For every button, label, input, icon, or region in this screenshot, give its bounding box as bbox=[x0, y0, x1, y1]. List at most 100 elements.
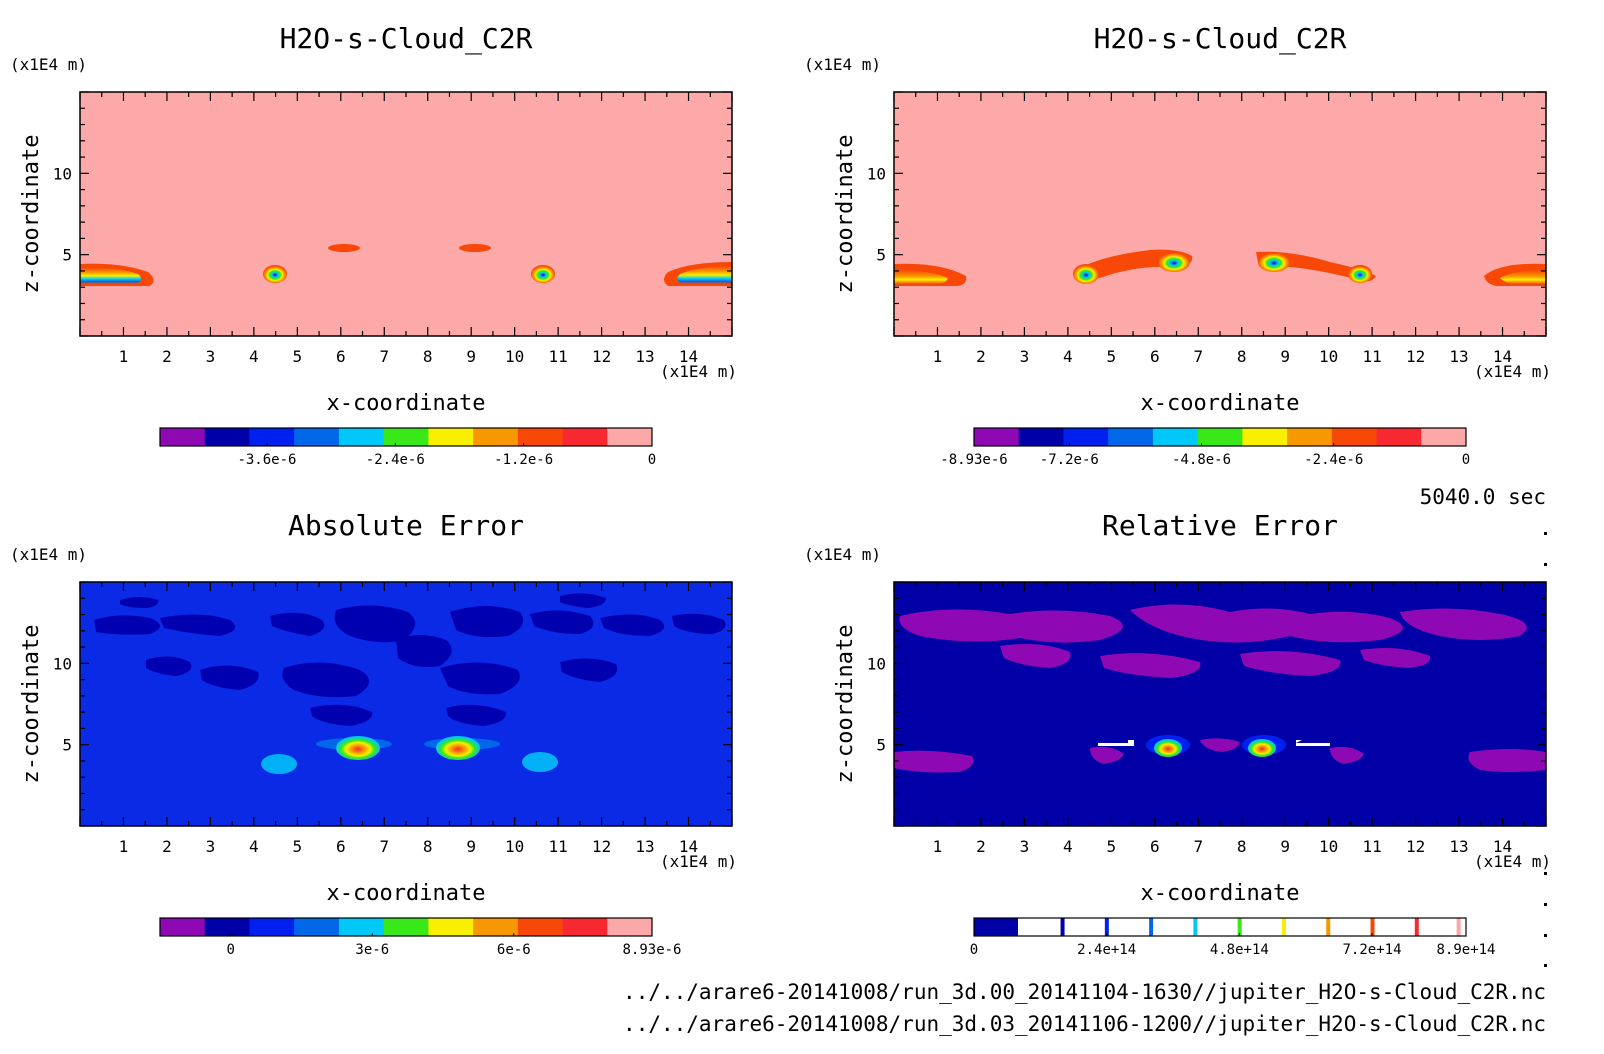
colorbar-frame bbox=[973, 427, 1467, 447]
x-tick-label: 5 bbox=[1107, 347, 1117, 366]
colorbar-tick-label: 0 bbox=[1462, 452, 1470, 468]
colorbar-tick-label: -8.93e-6 bbox=[940, 452, 1007, 468]
x-tick-label: 4 bbox=[1063, 837, 1073, 856]
colorbar-segment bbox=[473, 428, 519, 446]
colorbar: -8.93e-6 -7.2e-6 -4.8e-6 -2.4e-6 0 bbox=[940, 427, 1470, 468]
x-tick-label: 14 bbox=[679, 347, 698, 366]
panel-title: Absolute Error bbox=[288, 509, 524, 542]
time-label: 5040.0 sec bbox=[1420, 485, 1546, 509]
x-tick-label: 9 bbox=[466, 347, 476, 366]
colorbar-segment bbox=[473, 918, 519, 936]
colorbar-segment bbox=[1456, 918, 1461, 936]
x-tick-label: 11 bbox=[549, 837, 568, 856]
field-plot bbox=[894, 582, 1546, 826]
x-tick-label: 12 bbox=[592, 347, 611, 366]
x-tick-label: 4 bbox=[249, 347, 259, 366]
x-tick-label: 5 bbox=[293, 837, 303, 856]
error-spot bbox=[436, 736, 480, 760]
y-ticks: 5 10 bbox=[53, 581, 732, 827]
colorbar-segment bbox=[562, 918, 608, 936]
panel-bottom-left: Absolute Error (x1E4 m) bbox=[10, 509, 737, 958]
panel-top-right: H2O-s-Cloud_C2R (x1E4 m) 1 2 3 4 5 6 7 8 9 10 11 12… bbox=[804, 22, 1551, 468]
x-tick-label: 1 bbox=[119, 837, 129, 856]
x-tick-label: 5 bbox=[293, 347, 303, 366]
x-tick-label: 2 bbox=[976, 347, 986, 366]
x-axis-label: x-coordinate bbox=[327, 881, 486, 906]
x-tick-label: 6 bbox=[336, 347, 346, 366]
colorbar-tick-label: 0 bbox=[970, 942, 978, 958]
y-unit-label: (x1E4 m) bbox=[804, 545, 881, 564]
x-tick-label: 2 bbox=[162, 347, 172, 366]
colorbar-segment bbox=[1018, 428, 1064, 446]
x-ticks: 1 2 3 4 5 6 7 8 9 10 11 12 13 14 bbox=[893, 582, 1547, 856]
x-tick-label: 14 bbox=[1493, 837, 1512, 856]
x-axis-label: x-coordinate bbox=[1141, 881, 1300, 906]
colorbar-segment bbox=[562, 428, 608, 446]
colorbar-segment bbox=[1326, 918, 1331, 936]
x-ticks: 1 2 3 4 5 6 7 8 9 10 11 12 13 14 bbox=[79, 92, 733, 366]
y-axis-label: z-coordinate bbox=[19, 625, 44, 784]
panel-title: H2O-s-Cloud_C2R bbox=[280, 22, 533, 56]
white-gap bbox=[1098, 740, 1134, 746]
x-tick-label: 9 bbox=[1280, 837, 1290, 856]
y-axis-label: z-coordinate bbox=[19, 135, 44, 294]
colorbar-segment bbox=[607, 918, 653, 936]
error-spot bbox=[1248, 739, 1276, 757]
colorbar-segment bbox=[1376, 428, 1422, 446]
colorbar-segment bbox=[294, 428, 340, 446]
colorbar-tick-label: -4.8e-6 bbox=[1172, 452, 1231, 468]
colorbar-segment bbox=[338, 428, 385, 446]
colorbar-segment bbox=[1060, 918, 1065, 936]
x-tick-label: 1 bbox=[933, 837, 943, 856]
y-tick-label: 5 bbox=[876, 736, 886, 755]
field-background bbox=[894, 92, 1546, 336]
colorbar-frame bbox=[159, 917, 653, 937]
colorbar-segment bbox=[1242, 428, 1288, 446]
x-unit-label: (x1E4 m) bbox=[660, 852, 737, 871]
x-axis-label: x-coordinate bbox=[327, 391, 486, 416]
footer-path-2: ../../arare6-20141008/run_3d.03_20141106… bbox=[623, 1012, 1546, 1036]
colorbar-segment bbox=[517, 918, 564, 936]
y-tick-label: 5 bbox=[62, 736, 72, 755]
colorbar-tick-label: -1.2e-6 bbox=[494, 452, 553, 468]
x-ticks: 1 2 3 4 5 6 7 8 9 10 11 12 13 14 bbox=[79, 582, 733, 856]
x-tick-label: 1 bbox=[119, 347, 129, 366]
x-tick-label: 1 bbox=[933, 347, 943, 366]
colorbar: 0 2.4e+14 4.8e+14 7.2e+14 8.9e+14 bbox=[970, 917, 1496, 958]
x-tick-label: 5 bbox=[1107, 837, 1117, 856]
colorbar-segment bbox=[428, 428, 474, 446]
x-tick-label: 13 bbox=[1449, 837, 1468, 856]
x-tick-label: 7 bbox=[1193, 837, 1203, 856]
x-tick-label: 6 bbox=[1150, 837, 1160, 856]
colorbar-segment bbox=[1421, 428, 1467, 446]
colorbar-segment bbox=[249, 918, 295, 936]
cloud-blob bbox=[328, 244, 360, 252]
y-ticks: 5 10 bbox=[867, 581, 1546, 827]
purple-patches bbox=[894, 604, 1546, 773]
y-axis-label: z-coordinate bbox=[833, 135, 858, 294]
x-tick-label: 8 bbox=[423, 347, 433, 366]
colorbar-segment bbox=[249, 428, 295, 446]
x-tick-label: 11 bbox=[1363, 347, 1382, 366]
x-tick-label: 3 bbox=[206, 837, 216, 856]
colorbar-segment bbox=[1331, 428, 1378, 446]
colorbar-tick-label: 0 bbox=[227, 942, 235, 958]
panel-top-left: H2O-s-Cloud_C2R (x1E4 m) 1 2 3 4 5 6 7 8 9 10 11 12… bbox=[10, 22, 737, 468]
y-ticks: 5 10 bbox=[53, 91, 732, 337]
colorbar-segment bbox=[1104, 918, 1109, 936]
colorbar-frame bbox=[159, 427, 653, 447]
colorbar-segment bbox=[1237, 918, 1242, 936]
colorbar-segment bbox=[1281, 918, 1286, 936]
x-tick-label: 4 bbox=[1063, 347, 1073, 366]
white-gap bbox=[1296, 740, 1330, 746]
colorbar-segment bbox=[160, 918, 206, 936]
colorbar-segment bbox=[160, 428, 206, 446]
x-tick-label: 9 bbox=[1280, 347, 1290, 366]
colorbar-tick-label: 7.2e+14 bbox=[1343, 942, 1402, 958]
panel-title: Relative Error bbox=[1102, 509, 1338, 542]
colorbar: 0 3e-6 6e-6 8.93e-6 bbox=[159, 917, 682, 958]
cloud-blob bbox=[1348, 265, 1372, 283]
x-tick-label: 3 bbox=[206, 347, 216, 366]
x-axis-label: x-coordinate bbox=[1141, 391, 1300, 416]
colorbar-tick-label: 2.4e+14 bbox=[1077, 942, 1136, 958]
